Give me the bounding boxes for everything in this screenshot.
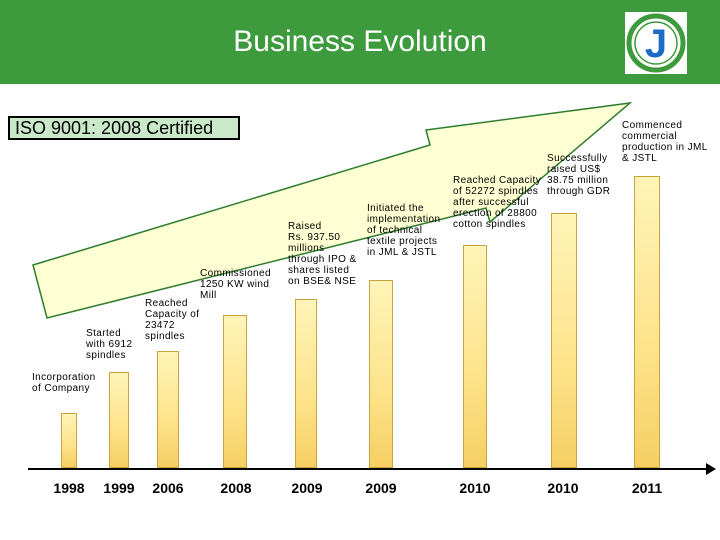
company-logo: J xyxy=(625,12,687,74)
milestone-year: 2009 xyxy=(291,480,323,496)
certification-text: ISO 9001: 2008 Certified xyxy=(15,118,214,138)
header-bar: Business Evolution xyxy=(0,0,720,84)
milestone-bar xyxy=(223,315,247,468)
growth-arrow-shape xyxy=(32,101,633,319)
milestone-bar xyxy=(463,245,487,468)
milestone-bar xyxy=(157,351,179,468)
milestone-label: Started with 6912 spindles xyxy=(86,328,133,361)
milestone-bar xyxy=(369,280,393,468)
milestone-bar xyxy=(634,176,660,468)
milestone-bar xyxy=(109,372,129,468)
logo-letter: J xyxy=(645,22,667,66)
milestone-bar xyxy=(551,213,577,468)
page-title: Business Evolution xyxy=(233,25,487,58)
milestone-year: 2010 xyxy=(547,480,579,496)
timeline-axis xyxy=(28,468,710,470)
milestone-year: 2011 xyxy=(631,480,663,496)
milestone-year: 1999 xyxy=(103,480,135,496)
milestone-label: Reached Capacity of 52272 spindles after… xyxy=(453,175,542,230)
iso-certification-badge: ISO 9001: 2008 Certified xyxy=(8,116,240,140)
milestone-label: Incorporation of Company xyxy=(32,372,96,394)
milestone-label: Initiated the implementation of technica… xyxy=(367,203,441,258)
milestone-bar xyxy=(295,299,317,468)
milestone-label: Commissioned 1250 KW wind Mill xyxy=(200,268,271,301)
milestone-year: 2009 xyxy=(365,480,397,496)
milestone-label: Reached Capacity of 23472 spindles xyxy=(145,298,200,342)
milestone-year: 1998 xyxy=(53,480,85,496)
milestone-bar xyxy=(61,413,77,468)
milestone-label: Raised Rs. 937.50 millions through IPO &… xyxy=(288,221,357,287)
milestone-year: 2008 xyxy=(220,480,252,496)
milestone-label: Successfully raised US$ 38.75 million th… xyxy=(547,153,611,197)
milestone-label: Commenced commercial production in JML &… xyxy=(622,120,708,164)
milestone-year: 2006 xyxy=(152,480,184,496)
timeline-axis-arrowhead xyxy=(706,463,716,475)
milestone-year: 2010 xyxy=(459,480,491,496)
